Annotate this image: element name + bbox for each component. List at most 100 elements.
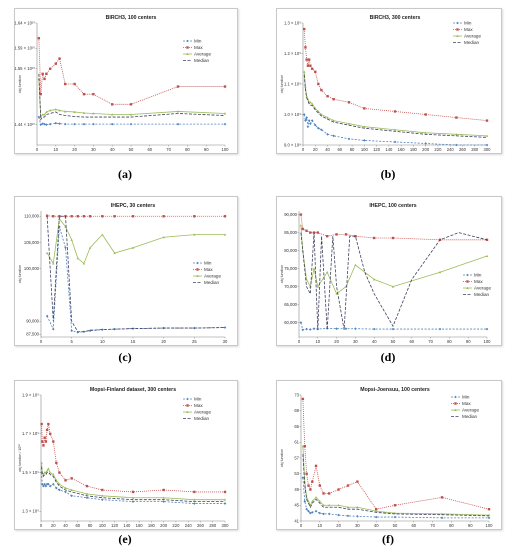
- x-tick-label: 50: [129, 147, 134, 152]
- series-line-average: [38, 78, 226, 119]
- data-point: [326, 95, 329, 98]
- series-line-min: [38, 116, 225, 126]
- data-point: [306, 64, 310, 67]
- data-point: [73, 110, 76, 113]
- data-point: [303, 70, 306, 73]
- y-tick-label: 1.0 × 10⁹: [284, 112, 301, 117]
- legend-marker: [196, 274, 199, 277]
- legend-marker: [186, 410, 189, 413]
- data-point: [311, 500, 314, 503]
- y-tick-label: 69: [294, 408, 299, 413]
- y-tick-label: 1.44 × 10¹⁰: [14, 122, 35, 127]
- x-tick-label: 100: [99, 523, 107, 528]
- x-tick-label: 20: [72, 147, 77, 152]
- y-tick-label: 1.59 × 10¹⁰: [14, 46, 35, 51]
- data-point: [299, 321, 303, 324]
- y-tick-label: 61: [294, 440, 299, 445]
- y-tick-label: 49: [294, 487, 299, 492]
- x-tick-label: 0: [298, 339, 301, 344]
- data-point: [307, 119, 311, 122]
- legend-label: Min: [474, 273, 482, 278]
- data-point: [101, 215, 104, 218]
- data-point: [305, 327, 308, 331]
- data-point: [346, 484, 350, 487]
- data-point: [131, 500, 135, 503]
- series-max: [45, 214, 227, 218]
- x-tick-label: 40: [110, 147, 115, 152]
- y-tick-label: 1.5 × 10⁹: [22, 470, 39, 475]
- legend-label: Average: [204, 274, 221, 279]
- data-point: [47, 422, 50, 426]
- data-point: [344, 233, 348, 236]
- data-point: [223, 233, 227, 236]
- x-tick-label: 30: [355, 523, 360, 528]
- series-median: [303, 74, 488, 138]
- x-tick-label: 50: [393, 523, 398, 528]
- series-line-average: [303, 71, 488, 137]
- data-point: [373, 278, 376, 281]
- data-point: [320, 88, 323, 92]
- x-tick-label: 25: [192, 339, 197, 344]
- data-point: [346, 505, 350, 509]
- series-line-max: [38, 38, 225, 105]
- x-tick-label: 70: [428, 339, 433, 344]
- data-point: [131, 215, 135, 218]
- data-point: [48, 109, 52, 112]
- data-point: [332, 119, 335, 122]
- data-point: [438, 327, 442, 331]
- data-point: [301, 476, 305, 479]
- chart-svg-c: IHEPC, 30 centers obj.function 0 5 10 15 20 25 3…: [18, 203, 228, 344]
- x-tick-label: 20: [161, 339, 166, 344]
- data-point: [176, 122, 180, 126]
- data-point: [301, 249, 304, 252]
- data-point: [110, 122, 114, 126]
- x-tick-label: 80: [88, 523, 93, 528]
- series-line-max: [47, 215, 225, 217]
- chart-title: Mopsi-Finland dataset, 300 centers: [90, 387, 176, 393]
- x-tick-label: 200: [160, 523, 168, 528]
- data-point: [305, 116, 308, 119]
- series-min: [299, 321, 489, 332]
- legend-label: Min: [462, 395, 470, 400]
- series-line-max: [41, 423, 225, 493]
- data-point: [82, 122, 86, 126]
- data-point: [317, 82, 320, 86]
- data-point: [309, 488, 312, 491]
- x-tick-label: 220: [434, 147, 442, 152]
- data-point: [58, 488, 61, 492]
- data-point: [372, 327, 376, 331]
- data-point: [76, 215, 79, 218]
- series-median: [302, 454, 490, 517]
- data-point: [45, 314, 49, 318]
- data-point: [303, 500, 307, 503]
- data-point: [485, 134, 489, 137]
- y-tick-label: 1.7 × 10⁹: [22, 431, 39, 436]
- data-point: [347, 101, 351, 104]
- series-median: [38, 73, 226, 121]
- data-point: [113, 215, 116, 218]
- data-point: [424, 131, 427, 134]
- data-point: [337, 488, 340, 491]
- data-point: [42, 484, 45, 488]
- data-point: [223, 498, 227, 501]
- x-tick-label: 300: [484, 147, 492, 152]
- y-tick-label: 85,000: [284, 230, 297, 235]
- x-tick-label: 90: [468, 523, 473, 528]
- series-min: [45, 225, 227, 334]
- series-line-max: [303, 29, 488, 121]
- data-point: [363, 107, 366, 110]
- x-tick-label: 70: [430, 523, 435, 528]
- legend-label: Min: [464, 21, 472, 26]
- x-tick-label: 30: [91, 147, 96, 152]
- legend-label: Average: [464, 34, 481, 39]
- data-point: [223, 122, 227, 126]
- x-tick-label: 10: [100, 339, 105, 344]
- series-max: [299, 213, 489, 241]
- y-tick-label: 87,500: [26, 332, 39, 337]
- series-average: [299, 224, 489, 295]
- data-point: [223, 215, 227, 218]
- y-tick-label: 80,000: [284, 248, 297, 253]
- series-median: [300, 232, 488, 330]
- chart-svg-d: IHEPC, 100 centers obj.function 0 10 20 30 40 5…: [280, 203, 491, 344]
